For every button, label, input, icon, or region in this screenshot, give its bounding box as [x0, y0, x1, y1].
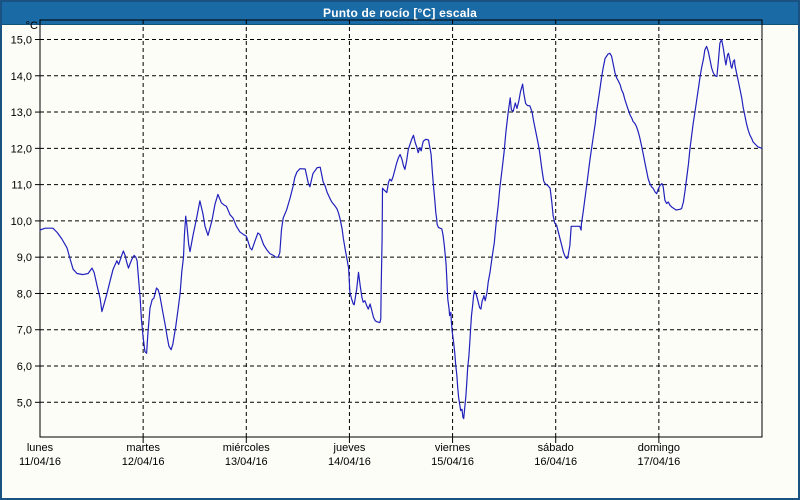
- y-tick-label: 15,0: [11, 35, 32, 47]
- chart-title: Punto de rocío [°C] escala: [322, 6, 478, 20]
- y-tick-label: 14,0: [11, 71, 32, 83]
- y-tick-label: 8,0: [17, 288, 32, 300]
- x-day-name-label: viernes: [435, 442, 471, 454]
- x-day-date-label: 17/04/16: [637, 456, 680, 468]
- y-tick-label: 9,0: [17, 252, 32, 264]
- x-day-name-label: lunes: [27, 442, 54, 454]
- y-tick-label: 5,0: [17, 397, 32, 409]
- x-day-date-label: 11/04/16: [19, 456, 61, 468]
- plot-frame: [39, 19, 763, 438]
- titlebar: Punto de rocío [°C] escala: [2, 2, 798, 25]
- y-tick-label: 7,0: [17, 325, 32, 337]
- y-tick-label: 12,0: [11, 143, 32, 155]
- y-tick-label: 6,0: [17, 361, 32, 373]
- x-day-name-label: jueves: [333, 442, 366, 454]
- x-day-date-label: 12/04/16: [122, 456, 165, 468]
- x-day-date-label: 15/04/16: [431, 456, 474, 468]
- x-day-name-label: miércoles: [223, 442, 271, 454]
- y-tick-label: 11,0: [11, 180, 32, 192]
- y-axis-unit-label: °C: [26, 20, 38, 32]
- x-day-date-label: 13/04/16: [225, 456, 268, 468]
- x-day-date-label: 16/04/16: [534, 456, 577, 468]
- x-day-date-label: 14/04/16: [328, 456, 371, 468]
- x-day-name-label: sábado: [538, 442, 574, 454]
- y-tick-label: 10,0: [11, 216, 32, 228]
- y-tick-label: 13,0: [11, 107, 32, 119]
- dew-point-chart: 5,0 6,0 7,0 8,0 9,0 10,0 11,0 12,0 13,0 14,0 15,0 °…: [11, 19, 763, 468]
- dew-point-line: [39, 38, 763, 420]
- x-day-name-label: martes: [126, 442, 160, 454]
- x-day-name-label: domingo: [638, 442, 680, 454]
